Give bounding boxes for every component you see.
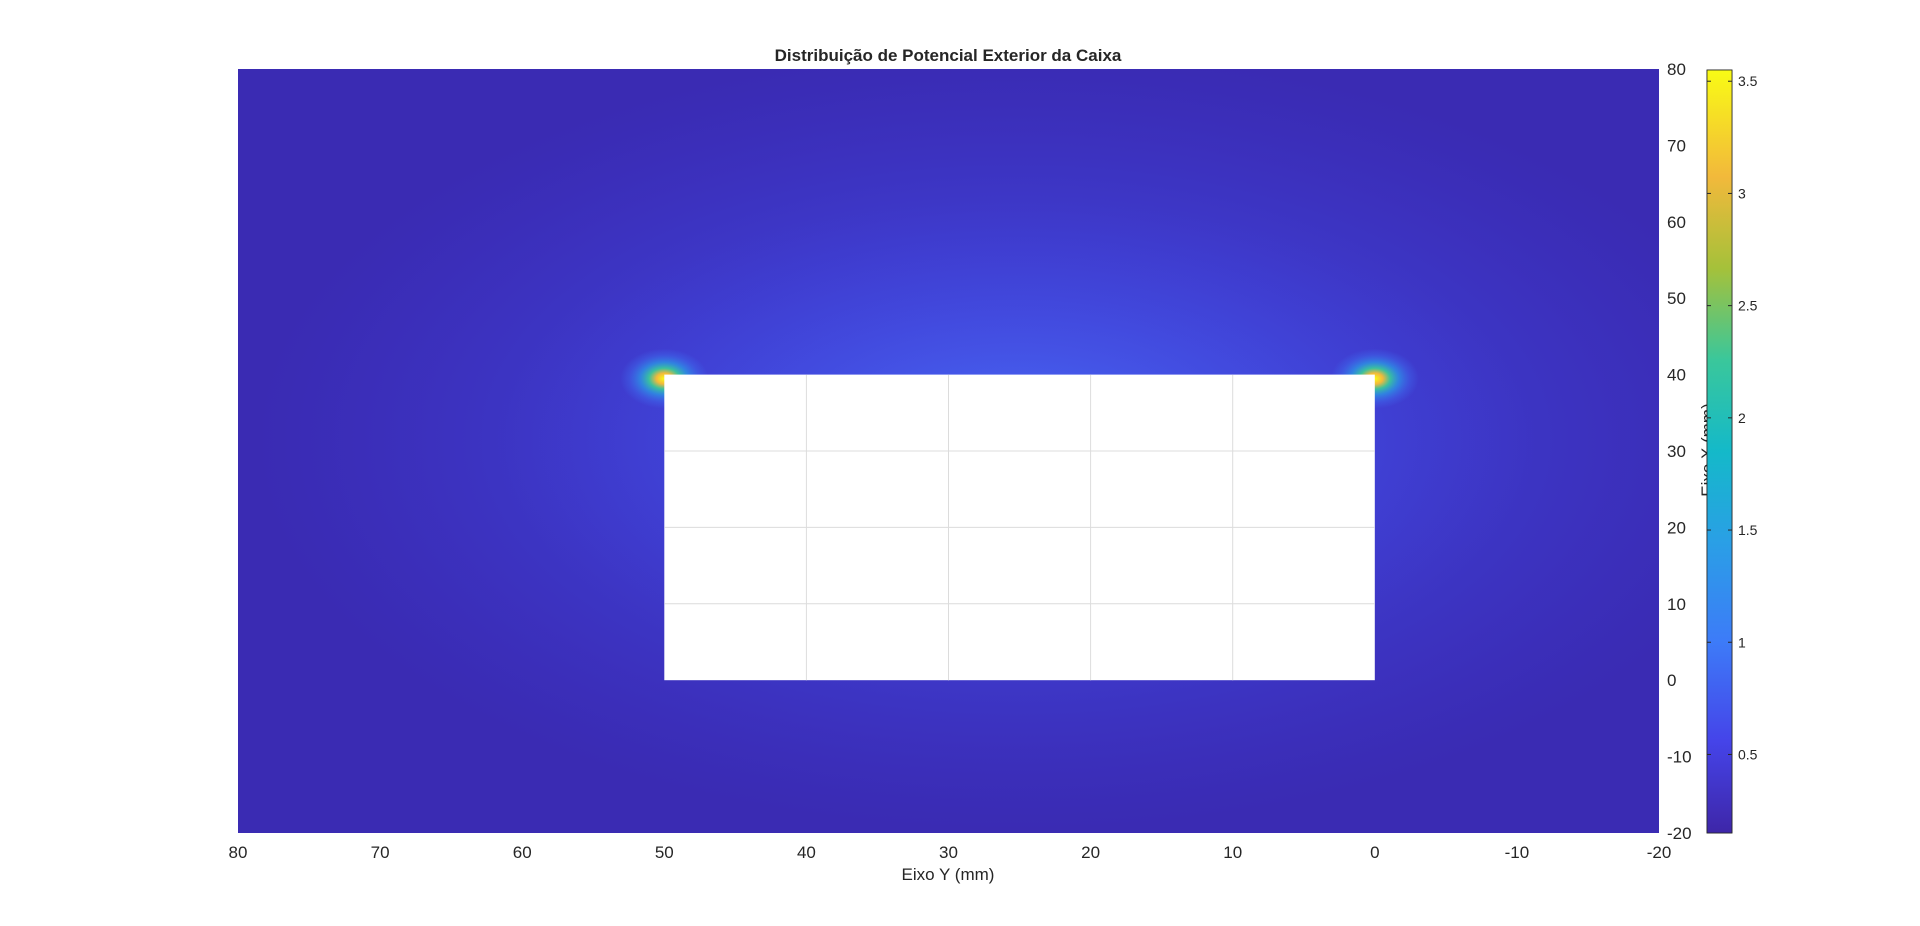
colorbar-tick-label: 1 bbox=[1738, 634, 1746, 650]
y-tick-label: -10 bbox=[1667, 748, 1692, 767]
x-axis-label: Eixo Y (mm) bbox=[902, 865, 995, 884]
x-tick-label: -10 bbox=[1505, 843, 1530, 862]
x-tick-label: 60 bbox=[513, 843, 532, 862]
y-axis-ticks: 80 70 60 50 40 30 20 10 0 -10 -20 bbox=[1667, 60, 1692, 843]
colorbar-overlay bbox=[1706, 69, 1733, 834]
x-tick-label: 80 bbox=[229, 843, 248, 862]
y-tick-label: 10 bbox=[1667, 595, 1686, 614]
y-tick-label: 20 bbox=[1667, 518, 1686, 537]
x-axis-ticks: 80 70 60 50 40 30 20 10 0 -10 -20 bbox=[229, 843, 1672, 862]
y-tick-label: 0 bbox=[1667, 671, 1676, 690]
colorbar-tick-label: 3.5 bbox=[1738, 73, 1758, 89]
x-tick-label: 10 bbox=[1223, 843, 1242, 862]
x-tick-label: 20 bbox=[1081, 843, 1100, 862]
x-tick-label: 50 bbox=[655, 843, 674, 862]
grid-lines bbox=[664, 374, 1375, 681]
x-tick-label: 30 bbox=[939, 843, 958, 862]
y-tick-label: 50 bbox=[1667, 289, 1686, 308]
colorbar-tick-label: 2.5 bbox=[1738, 298, 1758, 314]
colorbar-tick-label: 2 bbox=[1738, 410, 1746, 426]
colorbar-tick-label: 3 bbox=[1738, 185, 1746, 201]
y-tick-label: 40 bbox=[1667, 366, 1686, 385]
y-tick-label: 70 bbox=[1667, 136, 1686, 155]
x-tick-label: 70 bbox=[371, 843, 390, 862]
x-tick-label: -20 bbox=[1647, 843, 1672, 862]
colorbar-ticks: 0.5 1 1.5 2 2.5 3 3.5 bbox=[1707, 73, 1758, 762]
y-tick-label: 60 bbox=[1667, 213, 1686, 232]
y-tick-label: 30 bbox=[1667, 442, 1686, 461]
colorbar-tick-label: 1.5 bbox=[1738, 522, 1758, 538]
plot-area bbox=[238, 69, 1659, 833]
x-tick-label: 40 bbox=[797, 843, 816, 862]
chart-title: Distribuição de Potencial Exterior da Ca… bbox=[775, 46, 1122, 65]
y-tick-label: 80 bbox=[1667, 60, 1686, 79]
x-tick-label: 0 bbox=[1370, 843, 1379, 862]
y-tick-label: -20 bbox=[1667, 824, 1692, 843]
colorbar-tick-label: 0.5 bbox=[1738, 746, 1758, 762]
